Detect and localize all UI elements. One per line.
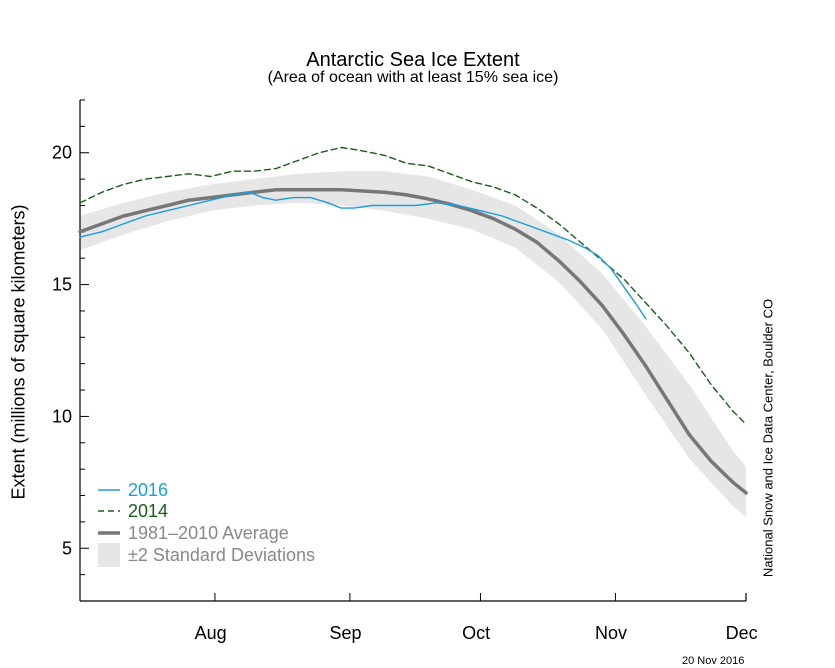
legend-2014-label: 2014 [128, 501, 168, 521]
chart-title: Antarctic Sea Ice Extent [306, 49, 520, 71]
date-stamp: 20 Nov 2016 [682, 655, 745, 667]
x-tick-label: Nov [595, 623, 627, 643]
legend-std-dev-swatch [98, 543, 120, 567]
y-tick-label: 5 [62, 538, 72, 558]
axes-layer: 5 10 15 20 Aug Sep Oct Nov Dec [52, 99, 758, 643]
series-line-2014 [79, 146, 747, 425]
legend-std-dev-label: ±2 Standard Deviations [128, 545, 315, 565]
series-line-2016 [79, 191, 647, 320]
x-tick-label: Aug [195, 623, 227, 643]
x-tick-label: Oct [462, 623, 490, 643]
x-tick-label: Dec [726, 623, 758, 643]
legend-2016-label: 2016 [128, 480, 168, 500]
y-tick-label: 10 [52, 406, 72, 426]
y-tick-label: 20 [52, 143, 72, 163]
y-tick-label: 15 [52, 275, 72, 295]
series-line-average [78, 187, 748, 495]
std-dev-band-layer [80, 171, 746, 517]
chart-subtitle: (Area of ocean with at least 15% sea ice… [267, 69, 559, 86]
legend-average-label: 1981–2010 Average [128, 523, 289, 543]
x-tick-label: Sep [330, 623, 362, 643]
series-layer [78, 146, 748, 495]
std-dev-band [80, 171, 746, 517]
